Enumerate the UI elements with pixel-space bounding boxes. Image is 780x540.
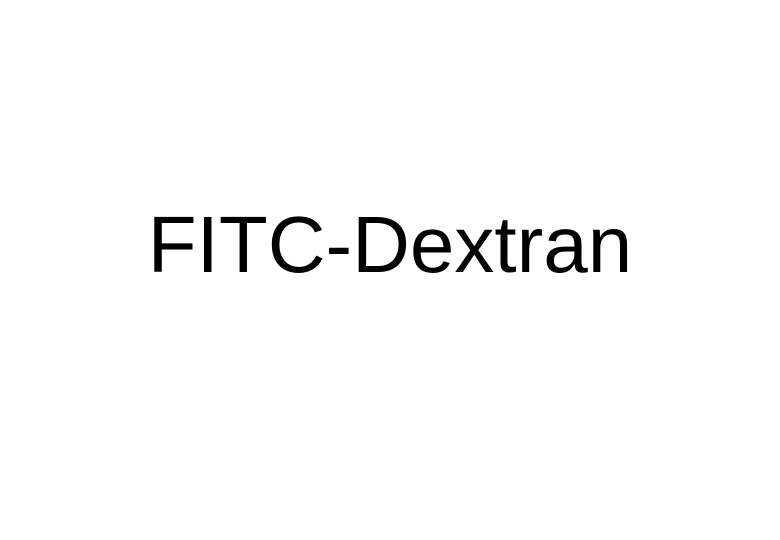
main-label: FITC-Dextran [148, 199, 633, 291]
